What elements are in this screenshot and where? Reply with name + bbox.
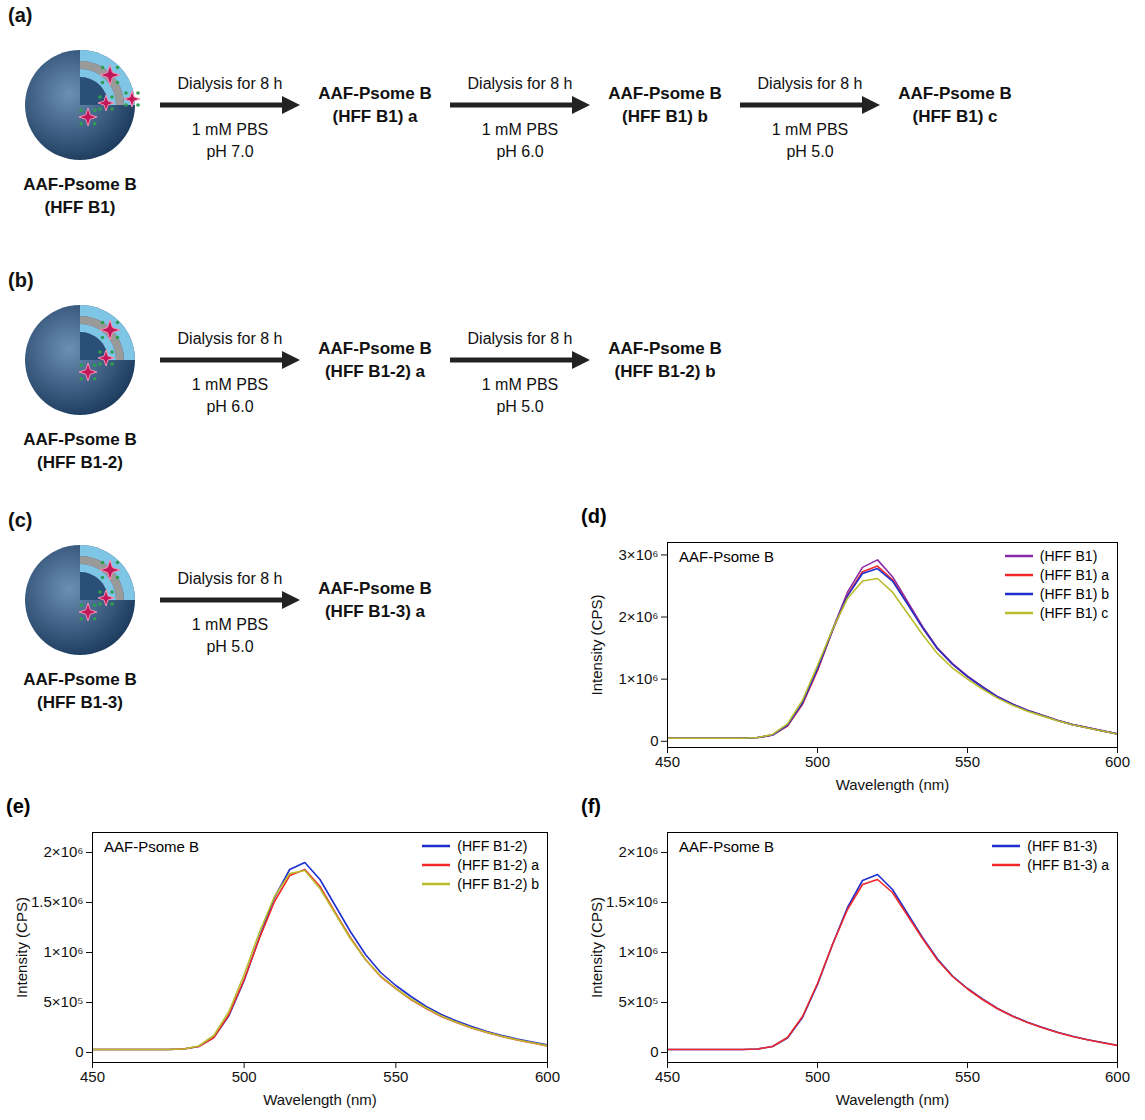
svg-text:550: 550: [955, 753, 980, 770]
html-text:(HFF B1-3): (HFF B1-3): [1027, 837, 1098, 854]
svg-text:Dialysis for 8 h: Dialysis for 8 h: [468, 75, 573, 92]
svg-text:1×10⁶: 1×10⁶: [619, 943, 659, 960]
svg-text:5×10⁵: 5×10⁵: [43, 993, 83, 1010]
html-text:(f): (f): [581, 795, 601, 817]
svg-text:0: 0: [650, 732, 658, 749]
html-text:(d): (d): [581, 505, 607, 527]
svg-text:AAF-Psome B: AAF-Psome B: [23, 430, 136, 449]
html-text:(HFF B1-3) a: (HFF B1-3) a: [1027, 856, 1109, 873]
svg-text:1 mM PBS: 1 mM PBS: [192, 616, 268, 633]
svg-text:(a): (a): [8, 4, 32, 26]
svg-text:600: 600: [1105, 1068, 1130, 1085]
svg-text:1×10⁶: 1×10⁶: [44, 943, 84, 960]
svg-text:550: 550: [383, 1068, 408, 1085]
svg-text:(HFF B1-2) b: (HFF B1-2) b: [614, 362, 715, 381]
svg-text:AAF-Psome B: AAF-Psome B: [318, 84, 431, 103]
svg-text:Intensity (CPS): Intensity (CPS): [13, 897, 30, 998]
svg-text:pH 6.0: pH 6.0: [496, 143, 543, 160]
html-text:(HFF B1-2) a: (HFF B1-2) a: [457, 856, 539, 873]
svg-text:(HFF B1-3) a: (HFF B1-3) a: [325, 602, 426, 621]
svg-text:pH 6.0: pH 6.0: [206, 398, 253, 415]
svg-text:pH 5.0: pH 5.0: [786, 143, 833, 160]
html-text:AAF-Psome B: AAF-Psome B: [104, 838, 199, 855]
svg-text:2×10⁶: 2×10⁶: [619, 608, 659, 625]
svg-text:(HFF B1) b: (HFF B1) b: [622, 107, 708, 126]
html-text:(HFF B1-2): (HFF B1-2): [457, 837, 528, 854]
svg-text:600: 600: [1105, 753, 1130, 770]
svg-text:1 mM PBS: 1 mM PBS: [772, 121, 848, 138]
svg-text:450: 450: [655, 753, 680, 770]
svg-text:(HFF B1-2): (HFF B1-2): [37, 453, 123, 472]
svg-text:1.5×10⁶: 1.5×10⁶: [31, 893, 83, 910]
svg-text:2×10⁶: 2×10⁶: [619, 843, 659, 860]
svg-text:AAF-Psome B: AAF-Psome B: [318, 339, 431, 358]
svg-text:Dialysis for 8 h: Dialysis for 8 h: [178, 570, 283, 587]
html-text:(HFF B1) c: (HFF B1) c: [1039, 604, 1109, 621]
svg-text:1.5×10⁶: 1.5×10⁶: [606, 893, 658, 910]
svg-text:(HFF B1) a: (HFF B1) a: [333, 107, 419, 126]
svg-text:Wavelength (nm): Wavelength (nm): [263, 1091, 377, 1108]
svg-text:Intensity (CPS): Intensity (CPS): [588, 595, 605, 696]
svg-text:AAF-Psome B: AAF-Psome B: [898, 84, 1011, 103]
html-text:AAF-Psome B: AAF-Psome B: [679, 838, 774, 855]
html-text:(HFF B1-2) b: (HFF B1-2) b: [457, 875, 539, 892]
svg-text:550: 550: [955, 1068, 980, 1085]
svg-text:Wavelength (nm): Wavelength (nm): [836, 776, 950, 793]
svg-text:Wavelength (nm): Wavelength (nm): [836, 1091, 950, 1108]
svg-text:Dialysis for 8 h: Dialysis for 8 h: [178, 330, 283, 347]
svg-text:450: 450: [80, 1068, 105, 1085]
svg-text:(c): (c): [8, 509, 32, 531]
svg-text:600: 600: [535, 1068, 560, 1085]
svg-text:0: 0: [75, 1043, 83, 1060]
svg-text:1×10⁶: 1×10⁶: [619, 670, 659, 687]
svg-text:Dialysis for 8 h: Dialysis for 8 h: [178, 75, 283, 92]
html-text:AAF-Psome B: AAF-Psome B: [679, 548, 774, 565]
html-text:(HFF B1): (HFF B1): [1039, 547, 1098, 564]
svg-text:Dialysis for 8 h: Dialysis for 8 h: [468, 330, 573, 347]
svg-text:2×10⁶: 2×10⁶: [44, 843, 84, 860]
svg-text:5×10⁵: 5×10⁵: [618, 993, 658, 1010]
svg-text:1 mM PBS: 1 mM PBS: [192, 376, 268, 393]
svg-text:pH 5.0: pH 5.0: [496, 398, 543, 415]
svg-text:1 mM PBS: 1 mM PBS: [482, 376, 558, 393]
svg-text:AAF-Psome B: AAF-Psome B: [23, 670, 136, 689]
svg-text:(HFF B1-3): (HFF B1-3): [37, 693, 123, 712]
svg-text:AAF-Psome B: AAF-Psome B: [608, 339, 721, 358]
svg-text:500: 500: [232, 1068, 257, 1085]
svg-text:(HFF B1-2) a: (HFF B1-2) a: [325, 362, 426, 381]
html-text:(HFF B1) a: (HFF B1) a: [1039, 566, 1109, 583]
svg-text:500: 500: [805, 753, 830, 770]
svg-text:AAF-Psome B: AAF-Psome B: [23, 175, 136, 194]
svg-text:pH 5.0: pH 5.0: [206, 638, 253, 655]
html-text:(HFF B1) b: (HFF B1) b: [1039, 585, 1109, 602]
svg-text:Dialysis for 8 h: Dialysis for 8 h: [758, 75, 863, 92]
svg-text:AAF-Psome B: AAF-Psome B: [608, 84, 721, 103]
html-text:(e): (e): [6, 795, 31, 817]
svg-text:AAF-Psome B: AAF-Psome B: [318, 579, 431, 598]
svg-text:(b): (b): [8, 269, 34, 291]
svg-text:Intensity (CPS): Intensity (CPS): [588, 897, 605, 998]
svg-text:1 mM PBS: 1 mM PBS: [192, 121, 268, 138]
svg-text:450: 450: [655, 1068, 680, 1085]
svg-text:500: 500: [805, 1068, 830, 1085]
svg-text:3×10⁶: 3×10⁶: [619, 546, 659, 563]
svg-text:0: 0: [650, 1043, 658, 1060]
svg-text:1 mM PBS: 1 mM PBS: [482, 121, 558, 138]
svg-text:pH 7.0: pH 7.0: [206, 143, 253, 160]
svg-text:(HFF B1): (HFF B1): [45, 198, 116, 217]
svg-text:(HFF B1) c: (HFF B1) c: [913, 107, 998, 126]
